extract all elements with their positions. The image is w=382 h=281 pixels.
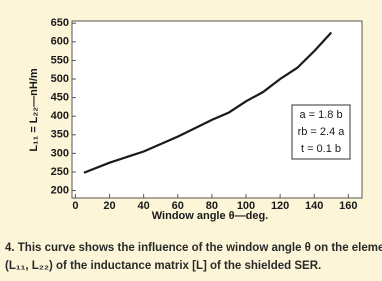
x-tick-label: 120 bbox=[271, 200, 289, 212]
x-tick-label: 0 bbox=[72, 200, 78, 212]
y-tick-label: 200 bbox=[51, 184, 69, 196]
x-axis-label: Window angle θ—deg. bbox=[152, 210, 268, 222]
x-tick-label: 160 bbox=[339, 200, 357, 212]
x-tick-label: 80 bbox=[206, 200, 218, 212]
x-tick-label: 140 bbox=[305, 200, 323, 212]
annotation-box bbox=[291, 104, 351, 160]
y-tick-label: 450 bbox=[51, 92, 69, 104]
x-tick-label: 20 bbox=[103, 200, 115, 212]
y-tick-label: 400 bbox=[51, 110, 69, 122]
x-tick-label: 40 bbox=[138, 200, 150, 212]
y-tick-label: 500 bbox=[51, 73, 69, 85]
y-tick-label: 300 bbox=[51, 147, 69, 159]
x-tick-label: 100 bbox=[237, 200, 255, 212]
data-line bbox=[83, 31, 333, 174]
x-tick-label: 60 bbox=[172, 200, 184, 212]
y-tick-label: 600 bbox=[51, 36, 69, 48]
annotation: t = 0.1 b bbox=[301, 143, 341, 155]
y-tick-label: 650 bbox=[51, 17, 69, 29]
caption-line: (L₁₁, L₂₂) of the inductance matrix [L] … bbox=[5, 260, 321, 272]
y-tick-label: 250 bbox=[51, 166, 69, 178]
y-tick-label: 350 bbox=[51, 129, 69, 141]
annotation: rb = 2.4 a bbox=[298, 126, 346, 138]
y-tick-label: 550 bbox=[51, 54, 69, 66]
annotation: a = 1.8 b bbox=[299, 109, 342, 121]
caption-line: 4. This curve shows the influence of the… bbox=[5, 242, 382, 254]
y-axis-label: L₁₁ = L₂₂—nH/m bbox=[28, 68, 40, 152]
